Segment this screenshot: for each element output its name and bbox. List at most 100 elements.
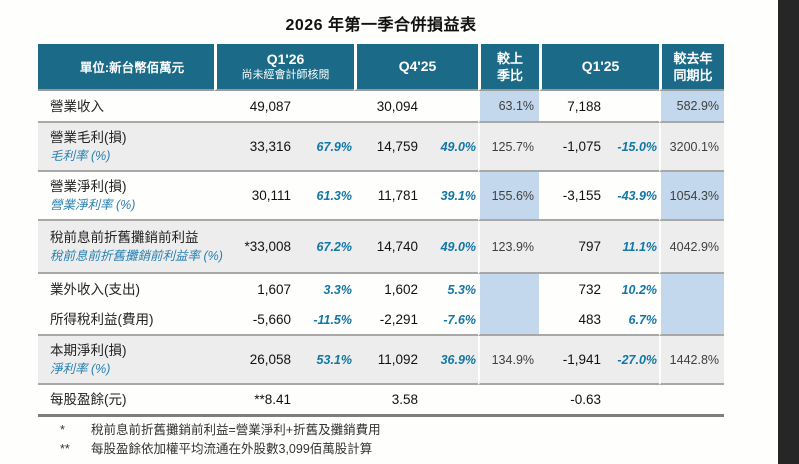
col-header-q425: Q4'25	[354, 44, 479, 91]
cell-q126-value: 33,316	[214, 123, 296, 172]
cell-qoq	[478, 305, 540, 336]
cell-q126-value: -5,660	[214, 305, 296, 336]
cell-yoy: 1054.3%	[659, 172, 725, 221]
footnote-text: 稅前息前折舊攤銷前利益=營業淨利+折舊及攤銷費用	[91, 423, 381, 437]
table-row-income-tax: 所得稅利益(費用) -5,660 -11.5% -2,291 -7.6% 483…	[38, 305, 725, 336]
col-header-q125: Q1'25	[539, 44, 660, 91]
cell-q425-value: 14,740	[354, 221, 423, 274]
row-label: 業外收入(支出)	[50, 282, 140, 297]
col-header-q126-label: Q1'26	[266, 51, 305, 67]
cell-q425-value: 30,094	[354, 91, 423, 123]
cell-q125-value: -3,155	[539, 172, 607, 221]
cell-q125-value: 732	[578, 282, 602, 297]
cell-yoy: 1442.8%	[659, 336, 725, 385]
row-label: 營業收入	[50, 98, 104, 114]
row-label: 所得稅利益(費用)	[50, 312, 154, 327]
income-statement-table: 單位:新台幣佰萬元 Q1'26 尚未經會計師核閱 Q4'25 較上 季比 Q1'…	[38, 44, 725, 417]
row-label: 營業淨利(損)	[50, 179, 127, 194]
cell-q425-pct: -7.6%	[423, 305, 479, 336]
cell-q126-pct: 67.9%	[296, 123, 354, 172]
cell-yoy	[659, 305, 725, 336]
footnote-marker: **	[60, 442, 70, 456]
cell-q126-value: **8.41	[214, 385, 296, 417]
col-header-q125-label: Q1'25	[581, 58, 620, 74]
cell-q126-pct: 53.1%	[296, 336, 354, 385]
cell-q125-pct: 6.7%	[606, 305, 660, 336]
table-header-row: 單位:新台幣佰萬元 Q1'26 尚未經會計師核閱 Q4'25 較上 季比 Q1'…	[38, 44, 725, 91]
footnote-text: 每股盈餘依加權平均流通在外股數3,099佰萬股計算	[91, 442, 373, 456]
page-title: 2026 年第一季合併損益表	[285, 17, 477, 34]
cell-q125-value: 797	[539, 221, 607, 274]
cell-q425-value: 11,092	[354, 336, 423, 385]
footnotes: * 稅前息前折舊攤銷前利益=營業淨利+折舊及攤銷費用 ** 每股盈餘依加權平均流…	[60, 421, 381, 459]
row-sublabel: 營業淨利率 (%)	[50, 198, 136, 212]
cell-yoy: 3200.1%	[659, 123, 725, 172]
row-sublabel: 淨利率 (%)	[50, 362, 111, 376]
row-sublabel: 稅前息前折舊攤銷前利益率 (%)	[50, 249, 223, 263]
unit-label: 單位:新台幣佰萬元	[38, 44, 214, 91]
row-label: 營業毛利(損)	[50, 130, 127, 145]
cell-q425-pct: 36.9%	[423, 336, 479, 385]
cell-q126-pct: 61.3%	[296, 172, 354, 221]
cell-q425-pct: 39.1%	[423, 172, 479, 221]
col-header-q126-note: 尚未經會計師核閱	[241, 69, 330, 81]
footnote-marker: *	[60, 423, 65, 437]
table-row-non-operating: 業外收入(支出) 1,607 3.3% 1,602 5.3% 732 10.2%	[38, 274, 725, 305]
cell-q125-value: -0.63	[539, 385, 607, 417]
cell-q125-value: 7,188	[539, 91, 607, 123]
table-row-revenue: 營業收入 49,087 30,094 63.1% 7,188 582.9%	[38, 91, 725, 123]
cell-yoy	[659, 385, 725, 417]
cell-q125-pct: 11.1%	[606, 221, 660, 274]
financial-table: 單位:新台幣佰萬元 Q1'26 尚未經會計師核閱 Q4'25 較上 季比 Q1'…	[38, 44, 725, 417]
cell-yoy: 4042.9%	[659, 221, 725, 274]
cell-q126-pct: 3.3%	[323, 282, 353, 297]
viewer-edge-bar	[778, 0, 799, 464]
cell-q126-value: 49,087	[214, 91, 296, 123]
col-header-qoq: 較上 季比	[478, 44, 540, 91]
table-row-net-income: 本期淨利(損) 淨利率 (%) 26,058 53.1% 11,092 36.9…	[38, 336, 725, 385]
cell-q425-value: 14,759	[354, 123, 423, 172]
cell-q125-value: 483	[539, 305, 607, 336]
footnote-ebitda: * 稅前息前折舊攤銷前利益=營業淨利+折舊及攤銷費用	[60, 421, 381, 440]
table-row-ebitda: 稅前息前折舊攤銷前利益 稅前息前折舊攤銷前利益率 (%) *33,008 67.…	[38, 221, 725, 274]
cell-qoq: 123.9%	[478, 221, 540, 274]
cell-q126-value: 26,058	[214, 336, 296, 385]
cell-q125-value: -1,075	[539, 123, 607, 172]
cell-q126-value: 1,607	[257, 282, 291, 297]
col-header-yoy: 較去年 同期比	[659, 44, 725, 91]
cell-q425-value: 1,602	[384, 282, 418, 297]
cell-q125-pct: -43.9%	[606, 172, 660, 221]
cell-q126-value: 30,111	[214, 172, 296, 221]
col-header-q425-label: Q4'25	[398, 58, 437, 74]
cell-q126-pct	[296, 91, 354, 123]
cell-yoy: 582.9%	[659, 91, 725, 123]
cell-q425-pct: 49.0%	[423, 123, 479, 172]
cell-qoq: 63.1%	[478, 91, 540, 123]
cell-yoy	[659, 274, 725, 305]
cell-q125-pct: 10.2%	[621, 282, 658, 297]
row-label: 本期淨利(損)	[50, 343, 127, 358]
table-row-operating-income: 營業淨利(損) 營業淨利率 (%) 30,111 61.3% 11,781 39…	[38, 172, 725, 221]
footnote-eps: ** 每股盈餘依加權平均流通在外股數3,099佰萬股計算	[60, 440, 381, 459]
cell-qoq: 125.7%	[478, 123, 540, 172]
cell-q126-pct: -11.5%	[296, 305, 354, 336]
table-row-gross-profit: 營業毛利(損) 毛利率 (%) 33,316 67.9% 14,759 49.0…	[38, 123, 725, 172]
cell-q125-pct: -27.0%	[606, 336, 660, 385]
table-row-eps: 每股盈餘(元) **8.41 3.58 -0.63	[38, 385, 725, 417]
cell-q425-value: -2,291	[354, 305, 423, 336]
cell-q425-pct: 49.0%	[423, 221, 479, 274]
cell-q425-pct	[423, 91, 479, 123]
cell-qoq	[478, 385, 540, 417]
cell-q425-pct: 5.3%	[447, 282, 477, 297]
cell-q126-pct	[296, 385, 354, 417]
cell-q425-pct	[423, 385, 479, 417]
cell-q125-pct	[606, 385, 660, 417]
cell-q125-pct: -15.0%	[606, 123, 660, 172]
row-label: 每股盈餘(元)	[50, 392, 127, 407]
cell-q126-value: *33,008	[214, 221, 296, 274]
cell-qoq: 134.9%	[478, 336, 540, 385]
cell-q425-value: 11,781	[354, 172, 423, 221]
col-header-q126: Q1'26 尚未經會計師核閱	[214, 44, 354, 91]
cell-q425-value: 3.58	[354, 385, 423, 417]
